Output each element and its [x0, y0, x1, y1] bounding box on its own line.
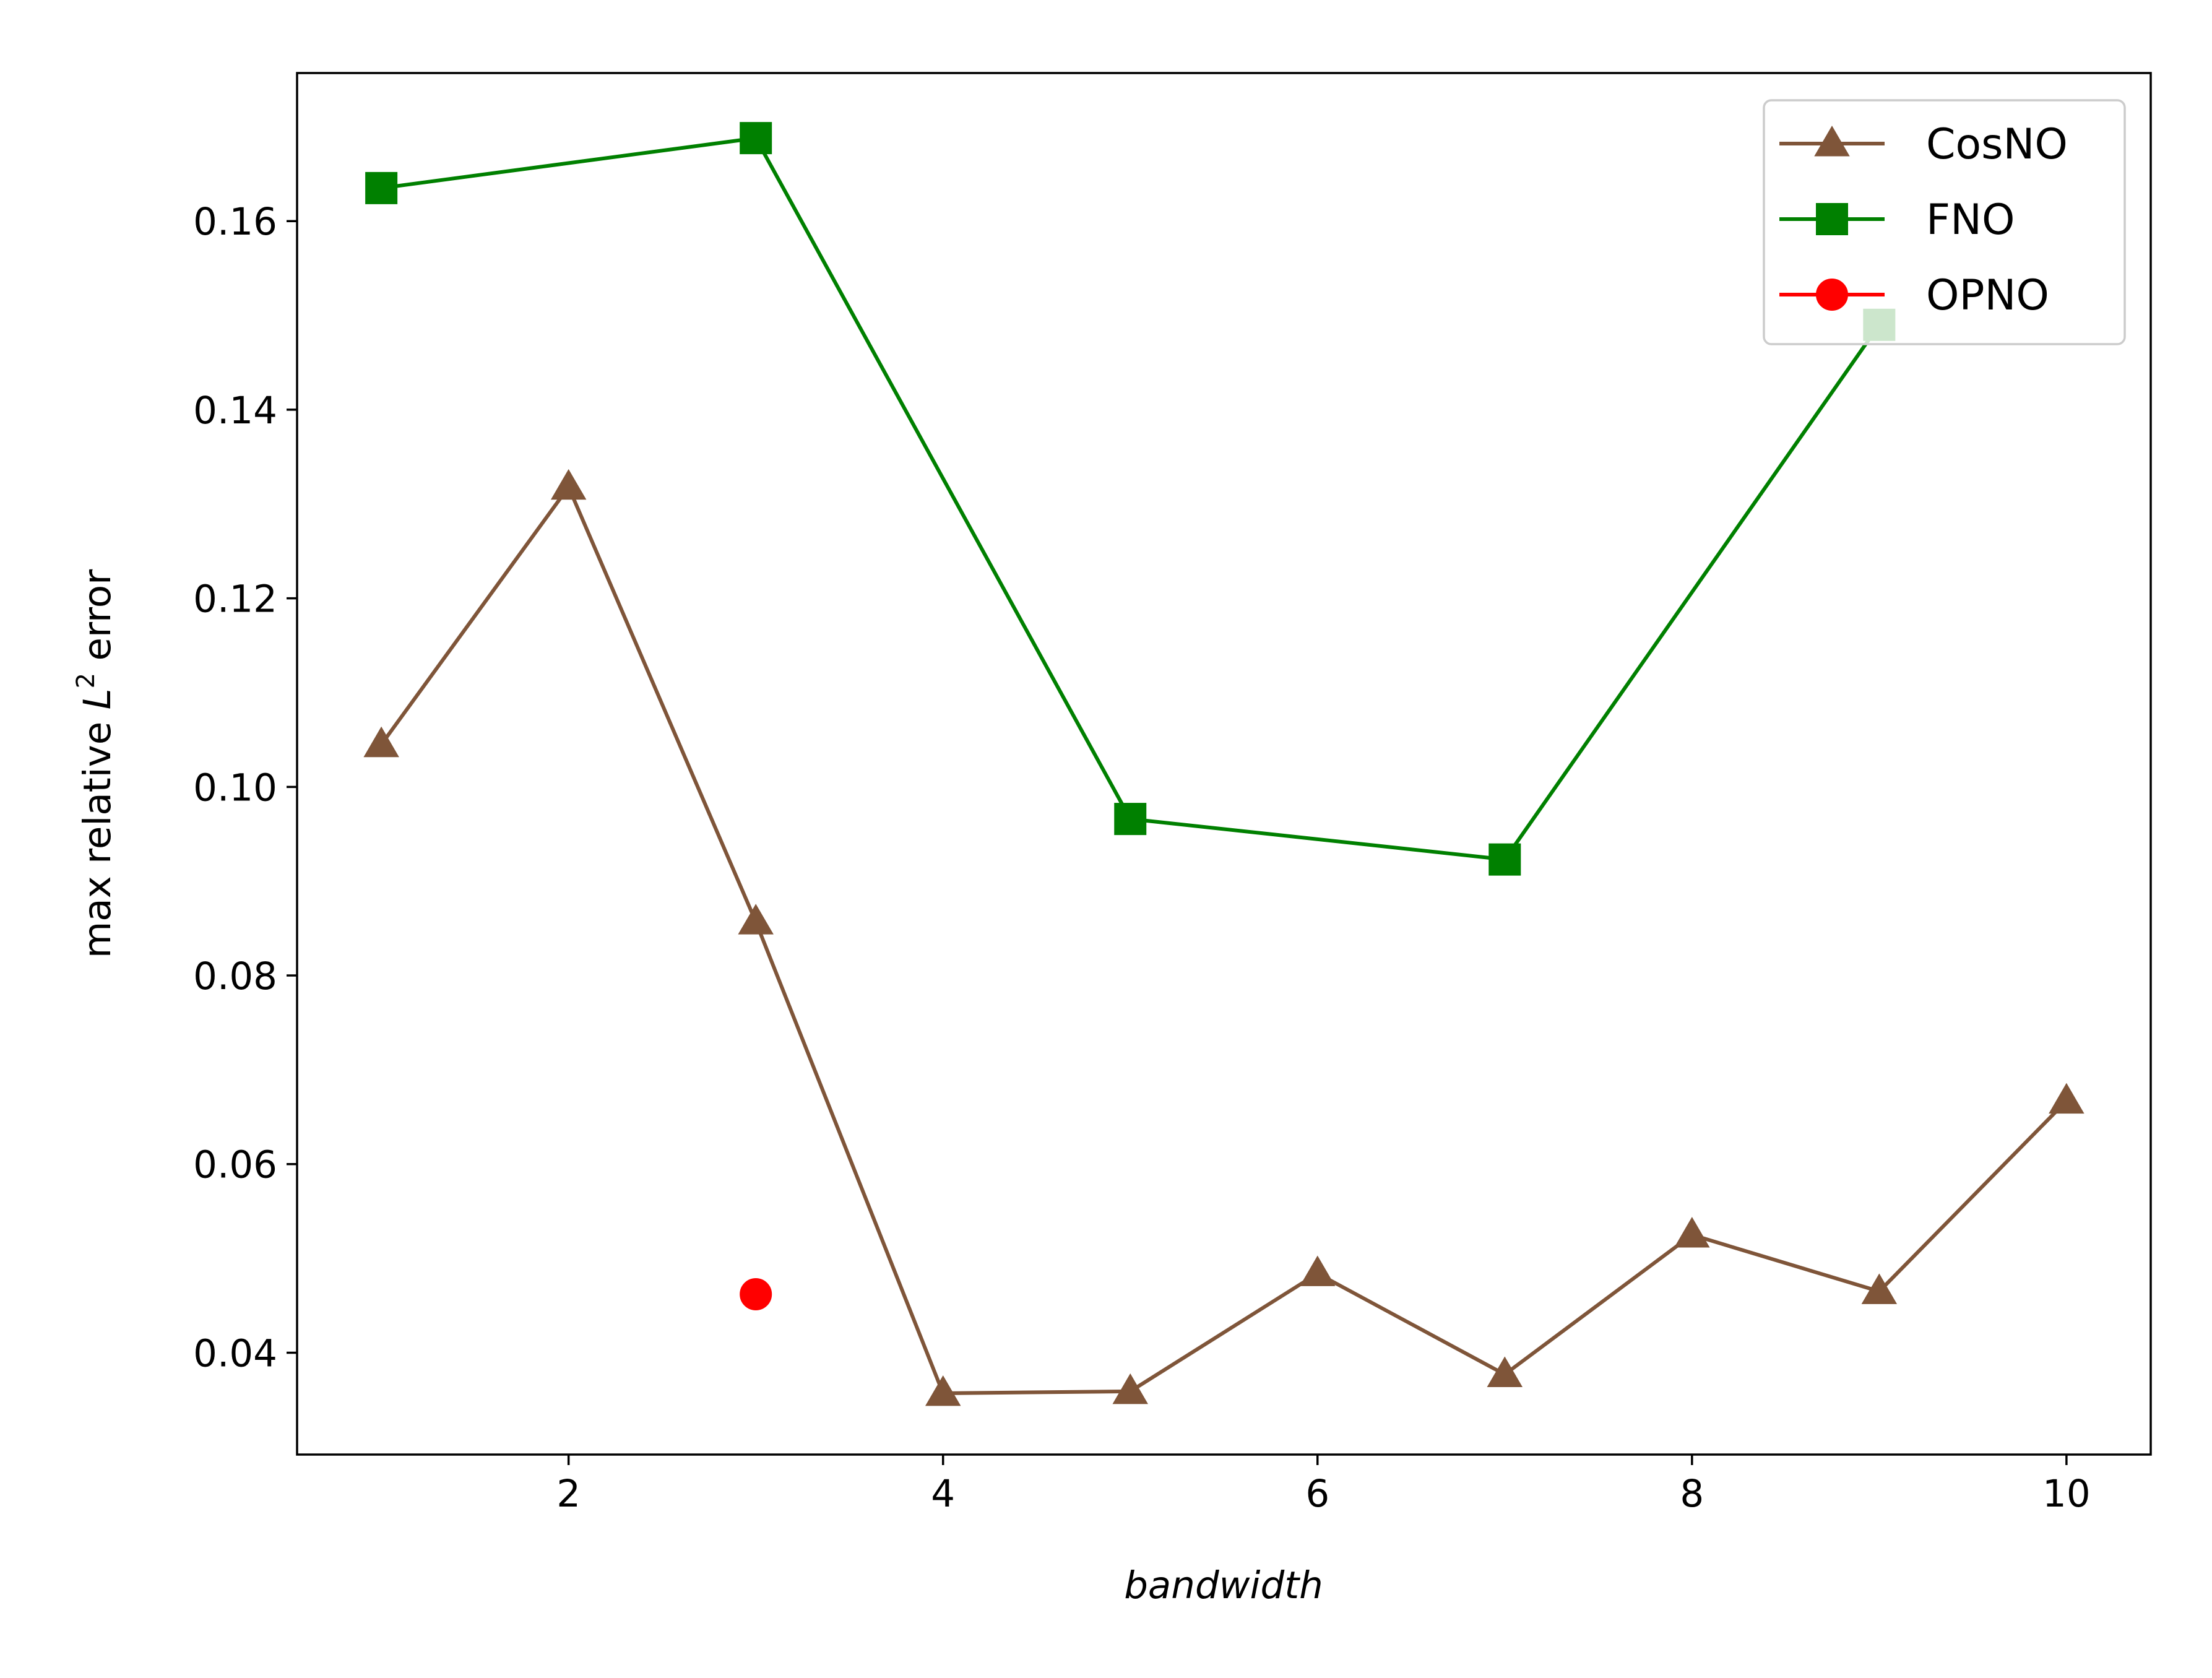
legend: CosNO FNO OPNO — [1763, 99, 2126, 345]
y-axis-label-superscript: 2 — [72, 673, 100, 688]
point-opno-3 — [740, 1278, 772, 1310]
y-tick-label-0.10: 0.10 — [193, 766, 277, 810]
series-line-cosno — [379, 485, 2068, 1395]
series-opno — [740, 1278, 772, 1310]
point-cosno-4 — [925, 1375, 961, 1406]
x-tick-label-2: 2 — [556, 1472, 581, 1516]
legend-label-cosno: CosNO — [1926, 120, 2068, 169]
x-axis-ticks: 2 4 6 8 10 — [556, 1455, 2091, 1516]
legend-marker-fno — [1816, 203, 1848, 235]
legend-entry-cosno: CosNO — [1779, 120, 2068, 169]
legend-marker-opno — [1816, 279, 1848, 311]
y-axis-ticks: 0.04 0.06 0.08 0.10 0.12 0.14 0.16 — [193, 200, 297, 1375]
point-cosno-9 — [1861, 1273, 1898, 1304]
y-tick-label-0.08: 0.08 — [193, 954, 277, 998]
legend-entry-fno: FNO — [1779, 196, 2015, 244]
point-cosno-7 — [1487, 1356, 1523, 1387]
y-tick-label-0.06: 0.06 — [193, 1143, 277, 1187]
point-fno-1 — [365, 171, 398, 204]
series-cosno — [363, 469, 2085, 1406]
legend-entry-opno: OPNO — [1779, 271, 2049, 320]
point-cosno-5 — [1112, 1373, 1148, 1404]
y-axis-label: max relative L2 error — [72, 569, 119, 958]
x-axis-label: bandwidth — [1124, 1563, 1323, 1607]
x-tick-label-10: 10 — [2042, 1472, 2091, 1516]
point-cosno-2 — [550, 469, 587, 500]
point-fno-7 — [1488, 843, 1521, 876]
y-axis-label-prefix: max relative — [76, 709, 119, 958]
point-cosno-6 — [1300, 1255, 1336, 1286]
y-tick-label-0.04: 0.04 — [193, 1331, 277, 1375]
y-axis-label-suffix: error — [76, 569, 119, 673]
point-cosno-8 — [1674, 1217, 1710, 1248]
y-axis-label-symbol: L — [76, 688, 119, 709]
point-cosno-1 — [363, 726, 399, 758]
point-fno-5 — [1114, 803, 1147, 836]
x-tick-label-4: 4 — [931, 1472, 955, 1516]
legend-box — [1763, 99, 2126, 345]
legend-label-fno: FNO — [1926, 196, 2015, 244]
point-fno-3 — [740, 122, 772, 155]
y-tick-label-0.16: 0.16 — [193, 200, 277, 244]
x-tick-label-8: 8 — [1680, 1472, 1704, 1516]
point-cosno-3 — [738, 904, 774, 935]
y-tick-label-0.14: 0.14 — [193, 389, 277, 433]
legend-marker-cosno — [1814, 126, 1850, 157]
plot-frame — [296, 72, 2152, 1456]
point-cosno-10 — [2049, 1083, 2085, 1114]
legend-label-opno: OPNO — [1926, 271, 2049, 320]
y-tick-label-0.12: 0.12 — [193, 577, 277, 621]
x-tick-label-6: 6 — [1305, 1472, 1329, 1516]
